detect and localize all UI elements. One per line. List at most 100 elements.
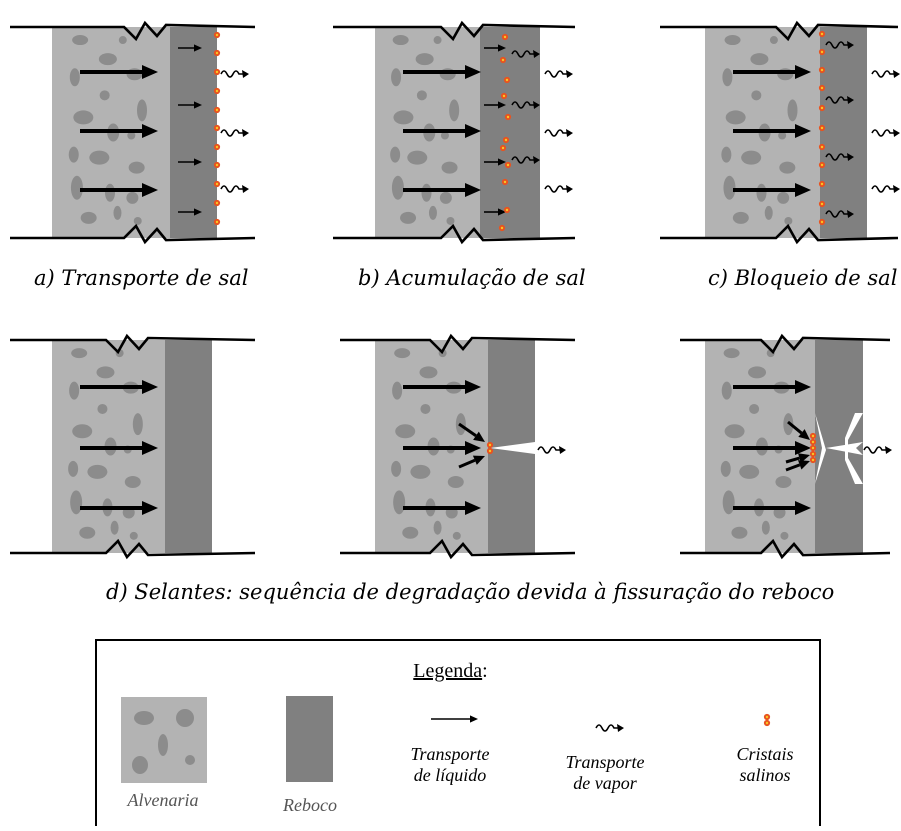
- salt-crystal-core: [820, 50, 824, 54]
- stone-aggregate: [69, 68, 80, 87]
- stone-aggregate: [749, 403, 760, 414]
- liquid-arrow-icon: [80, 124, 158, 138]
- vapor-squiggle-head: [566, 185, 573, 193]
- vapor-squiggle-line: [595, 724, 620, 732]
- liquid-arrow-icon: [178, 44, 202, 52]
- liquid-arrow-icon: [80, 441, 158, 455]
- liquid-arrow-icon: [733, 183, 811, 197]
- wall-bottom-edge: [340, 538, 576, 560]
- salt-crystal-icon: [213, 68, 221, 76]
- wall-bottom-edge: [660, 223, 899, 245]
- stone-aggregate: [407, 150, 428, 165]
- salt-crystal-core: [501, 146, 505, 150]
- stone-aggregate: [722, 68, 733, 87]
- stone-aggregate: [113, 205, 122, 220]
- liquid-arrow-icon: [403, 441, 481, 455]
- stone-aggregate: [748, 366, 767, 379]
- liquid-arrow-head: [194, 158, 202, 166]
- salt-crystal-icon: [503, 206, 511, 214]
- salt-crystal-icon: [213, 161, 221, 169]
- salt-crystal-icon: [504, 113, 512, 121]
- legend-label-alvenaria: Alvenaria: [127, 790, 199, 810]
- stone-aggregate: [750, 53, 769, 66]
- stone-aggregate: [410, 464, 431, 479]
- salt-crystal-icon: [213, 106, 221, 114]
- liquid-arrow-icon: [403, 380, 481, 394]
- salt-crystal-core: [811, 458, 815, 462]
- liquid-arrow-head: [194, 208, 202, 216]
- salt-crystal-core: [811, 440, 815, 444]
- salt-crystal-icon: [818, 48, 826, 56]
- salt-crystal-icon: [486, 441, 494, 449]
- salt-crystal-icon: [818, 143, 826, 151]
- liquid-arrow-head: [142, 124, 158, 138]
- salt-crystal-core: [820, 182, 824, 186]
- liquid-arrow-head: [465, 441, 481, 455]
- wall-top-edge: [10, 20, 256, 42]
- liquid-arrow-icon: [785, 460, 810, 472]
- salt-crystal-icon: [809, 456, 817, 464]
- liquid-arrow-icon: [80, 380, 158, 394]
- salt-crystal-core: [215, 163, 219, 167]
- legend-swatch-alvenaria: [121, 697, 207, 783]
- salt-crystal-icon: [213, 199, 221, 207]
- liquid-arrow-icon: [733, 380, 811, 394]
- salt-crystal-icon: [503, 76, 511, 84]
- stone-aggregate: [439, 191, 452, 204]
- salt-crystal-icon: [818, 200, 826, 208]
- stone-aggregate: [722, 490, 735, 515]
- salt-crystal-core: [215, 70, 219, 74]
- vapor-squiggle-icon: [220, 185, 249, 193]
- salt-crystal-core: [215, 108, 219, 112]
- stone-aggregate: [777, 191, 790, 204]
- stone-aggregate: [402, 526, 419, 539]
- stone-aggregate: [395, 424, 416, 439]
- stone-aggregate: [99, 90, 110, 101]
- liquid-arrow-icon: [733, 501, 811, 515]
- salt-crystal-icon: [763, 719, 771, 727]
- stone-aggregate: [87, 464, 108, 479]
- salt-crystal-core: [505, 208, 509, 212]
- vapor-squiggle-line: [544, 185, 569, 193]
- vapor-squiggle-icon: [595, 724, 624, 732]
- liquid-arrow-head: [795, 441, 811, 455]
- stone-aggregate: [68, 460, 79, 477]
- salt-crystal-icon: [818, 30, 826, 38]
- vapor-squiggle-head: [847, 210, 854, 218]
- liquid-arrow-icon: [80, 501, 158, 515]
- liquid-arrow-shaft: [785, 456, 800, 464]
- vapor-squiggle-icon: [825, 96, 854, 104]
- salt-crystal-icon: [501, 178, 509, 186]
- salt-crystal-core: [506, 163, 510, 167]
- salt-crystal-icon: [809, 438, 817, 446]
- liquid-arrow-head: [465, 65, 481, 79]
- salt-crystal-core: [820, 32, 824, 36]
- salt-crystal-core: [503, 35, 507, 39]
- render-crack: [815, 413, 826, 484]
- vapor-squiggle-line: [220, 185, 245, 193]
- vapor-squiggle-icon: [544, 129, 573, 137]
- vapor-squiggle-icon: [544, 70, 573, 78]
- liquid-arrow-icon: [787, 420, 810, 440]
- vapor-squiggle-line: [511, 101, 536, 109]
- salt-crystal-icon: [818, 218, 826, 226]
- liquid-arrow-icon: [733, 65, 811, 79]
- vapor-squiggle-line: [544, 70, 569, 78]
- salt-crystal-core: [215, 145, 219, 149]
- stone-aggregate: [420, 403, 431, 414]
- vapor-squiggle-head: [533, 50, 540, 58]
- liquid-arrow-icon: [484, 158, 506, 166]
- stone-aggregate: [134, 711, 154, 725]
- vapor-squiggle-icon: [825, 41, 854, 49]
- stone-aggregate: [70, 490, 83, 515]
- salt-crystal-core: [215, 126, 219, 130]
- salt-crystal-core: [505, 78, 509, 82]
- stone-aggregate: [724, 35, 741, 46]
- stone-aggregate: [72, 35, 89, 46]
- caption-b: b) Acumulação de sal: [358, 266, 586, 290]
- liquid-arrow-head: [142, 380, 158, 394]
- vapor-squiggle-icon: [544, 185, 573, 193]
- vapor-squiggle-line: [871, 129, 896, 137]
- stone-aggregate: [449, 99, 460, 122]
- salt-crystal-core: [811, 434, 815, 438]
